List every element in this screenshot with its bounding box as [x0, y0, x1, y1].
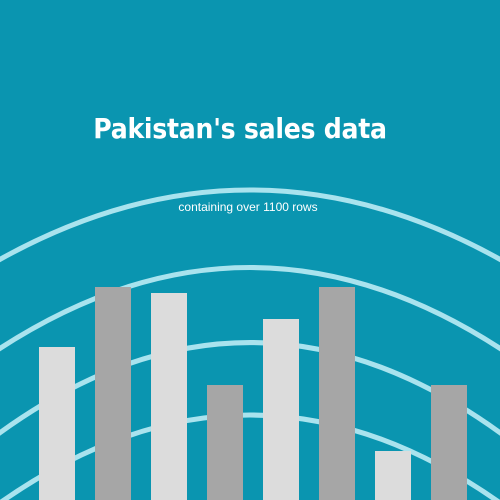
arc-second [0, 265, 500, 352]
poster-subtitle: containing over 1100 rows [178, 200, 318, 214]
decorative-bar [431, 385, 467, 500]
decorative-bar [263, 319, 299, 500]
arc-inner [0, 412, 500, 500]
decorative-bar [151, 293, 187, 500]
decorative-bar [39, 347, 75, 500]
arc-outer [0, 187, 500, 263]
arc-third [0, 340, 500, 436]
poster-title: Pakistan's sales data [93, 112, 387, 145]
decorative-bar [95, 287, 131, 500]
decorative-bar [207, 385, 243, 500]
decorative-bar [319, 287, 355, 500]
decorative-bar [375, 451, 411, 500]
